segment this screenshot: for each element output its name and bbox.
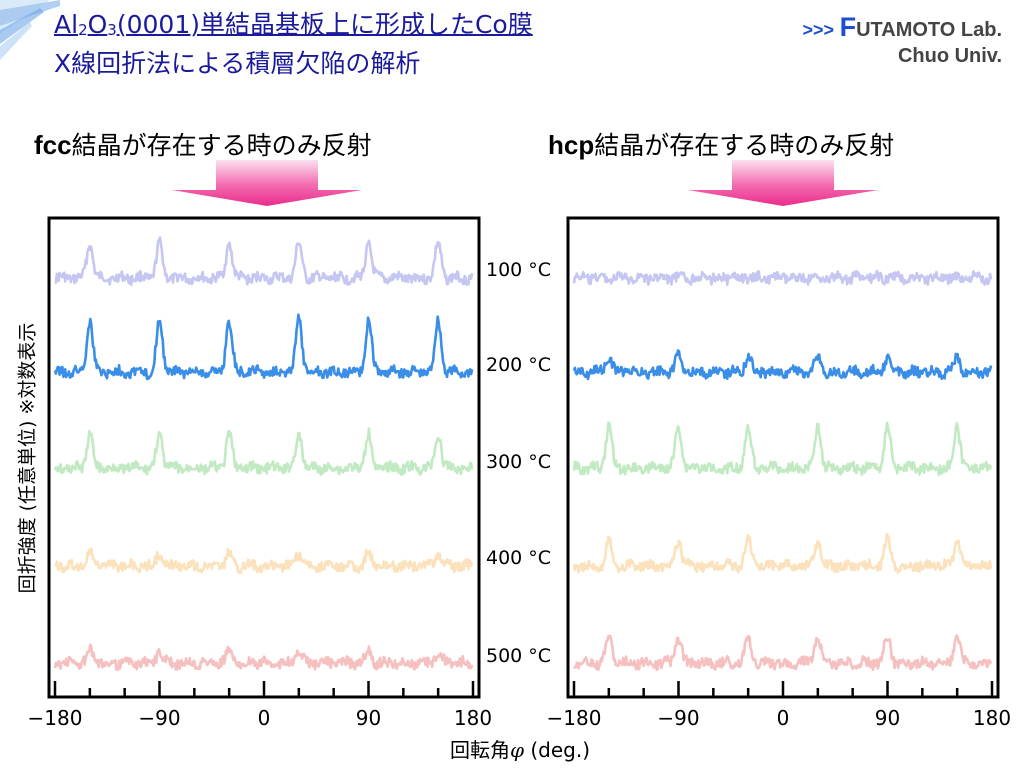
hcp-panel: −180 −90 0 90 180 xyxy=(547,216,1011,730)
fcc-series-500c xyxy=(53,643,474,671)
slide-title: Al2O3(0001)単結晶基板上に形成したCo膜 X線回折法による積層欠陥の解… xyxy=(54,8,533,80)
y-axis-label: 回折強度 (任意単位) ※対数表示 xyxy=(16,322,39,594)
temperature-label: 200 °C xyxy=(486,354,552,376)
fcc-header: fcc結晶が存在する時のみ反射 xyxy=(34,126,372,162)
corner-decoration-icon xyxy=(0,0,60,60)
lab-first-letter: F xyxy=(839,12,857,42)
hcp-header-bold: hcp xyxy=(548,130,595,160)
hcp-series-100c xyxy=(572,269,993,286)
fcc-tick-label: 90 xyxy=(356,706,381,730)
lab-name-rest: UTAMOTO Lab. xyxy=(856,19,1002,41)
fcc-header-bold: fcc xyxy=(34,130,72,160)
title-line2: X線回折法による積層欠陥の解析 xyxy=(54,49,421,78)
hcp-tick-label: 90 xyxy=(875,706,900,730)
hcp-tick-label: 0 xyxy=(777,706,790,730)
title-sub-2: 2 xyxy=(78,21,88,39)
lab-arrows: >>> xyxy=(802,20,835,40)
title-line1: Al2O3(0001)単結晶基板上に形成したCo膜 xyxy=(54,8,533,47)
fcc-panel: −180 −90 0 90 180 xyxy=(28,216,492,730)
temperature-label: 100 °C xyxy=(486,259,552,281)
lab-university: Chuo Univ. xyxy=(897,45,1002,67)
x-axis-label: 回転角φ (deg.) xyxy=(450,734,590,763)
title-sub-3: 3 xyxy=(107,21,117,39)
hcp-series-500c xyxy=(572,634,993,672)
title-rest: (0001)単結晶基板上に形成したCo膜 xyxy=(116,10,533,39)
fcc-series-400c xyxy=(53,547,474,575)
title-o: O xyxy=(87,10,108,39)
hcp-frame xyxy=(566,216,1000,699)
hcp-tick-label: −180 xyxy=(547,706,602,730)
hcp-header: hcp結晶が存在する時のみ反射 xyxy=(548,126,894,162)
title-al: Al xyxy=(54,10,79,39)
fcc-tick-label: 180 xyxy=(454,706,492,730)
hcp-series-400c xyxy=(572,532,993,574)
fcc-tick-label: −90 xyxy=(138,706,180,730)
temperature-label: 400 °C xyxy=(486,547,552,569)
phi-symbol: φ xyxy=(509,738,524,762)
fcc-tick-label: −180 xyxy=(28,706,83,730)
x-axis-label-text: 回転角φ (deg.) xyxy=(449,738,591,762)
hcp-series-200c xyxy=(572,349,993,381)
hcp-series-300c xyxy=(572,421,993,477)
fcc-header-text: 結晶が存在する時のみ反射 xyxy=(71,131,372,160)
fcc-frame xyxy=(47,216,481,699)
temperature-label: 500 °C xyxy=(486,645,552,667)
fcc-tick-label: 0 xyxy=(258,706,271,730)
fcc-series-300c xyxy=(53,427,474,476)
lab-name: >>> FUTAMOTO Lab. Chuo Univ. xyxy=(802,12,1002,68)
header-arrow-icon xyxy=(172,160,362,206)
hcp-tick-label: 180 xyxy=(973,706,1011,730)
fcc-series-100c xyxy=(54,236,474,286)
temperature-label: 300 °C xyxy=(486,451,552,473)
hcp-tick-label: −90 xyxy=(657,706,699,730)
fcc-series-200c xyxy=(53,313,474,381)
header-arrow-icon xyxy=(688,160,878,206)
hcp-header-text: 結晶が存在する時のみ反射 xyxy=(594,131,895,160)
